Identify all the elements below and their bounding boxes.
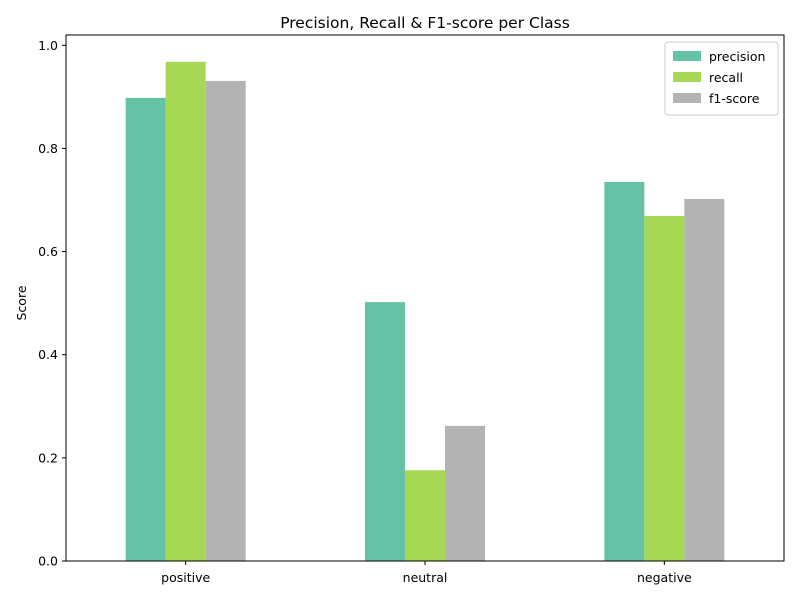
y-tick-label: 1.0 — [38, 38, 58, 53]
bar-recall-positive — [165, 61, 206, 562]
bar-precision-neutral — [365, 302, 405, 561]
y-tick-label: 0.8 — [38, 141, 58, 156]
bar-recall-neutral — [405, 470, 445, 561]
bar-f1-score-negative — [684, 198, 725, 562]
bar-precision-negative — [604, 181, 645, 561]
legend-label-f1-score: f1-score — [709, 91, 760, 106]
chart-title: Precision, Recall & F1-score per Class — [280, 14, 570, 32]
y-axis-label: Score — [14, 285, 29, 320]
bars-group — [125, 61, 725, 562]
y-tick-label: 0.4 — [38, 347, 58, 362]
bar-recall-negative — [644, 216, 685, 561]
y-tick-label: 0.2 — [38, 450, 58, 465]
legend-label-precision: precision — [709, 49, 765, 64]
x-tick-label: negative — [637, 570, 692, 585]
bar-f1-score-neutral — [445, 425, 485, 561]
legend: precision recall f1-score — [664, 41, 779, 116]
y-tick-label: 0.0 — [38, 554, 58, 569]
x-tick-label: neutral — [403, 570, 448, 585]
y-tick-label: 0.6 — [38, 244, 58, 259]
axes-group: 0.0 0.2 0.4 0.6 0.8 1.0 positive neutral negativ… — [38, 34, 785, 585]
legend-swatch-precision — [673, 51, 701, 61]
legend-label-recall: recall — [709, 70, 743, 85]
x-tick-label: positive — [161, 570, 210, 585]
bar-precision-positive — [125, 97, 166, 561]
legend-swatch-recall — [673, 72, 701, 82]
legend-swatch-f1-score — [673, 93, 701, 103]
bar-f1-score-positive — [205, 80, 246, 561]
